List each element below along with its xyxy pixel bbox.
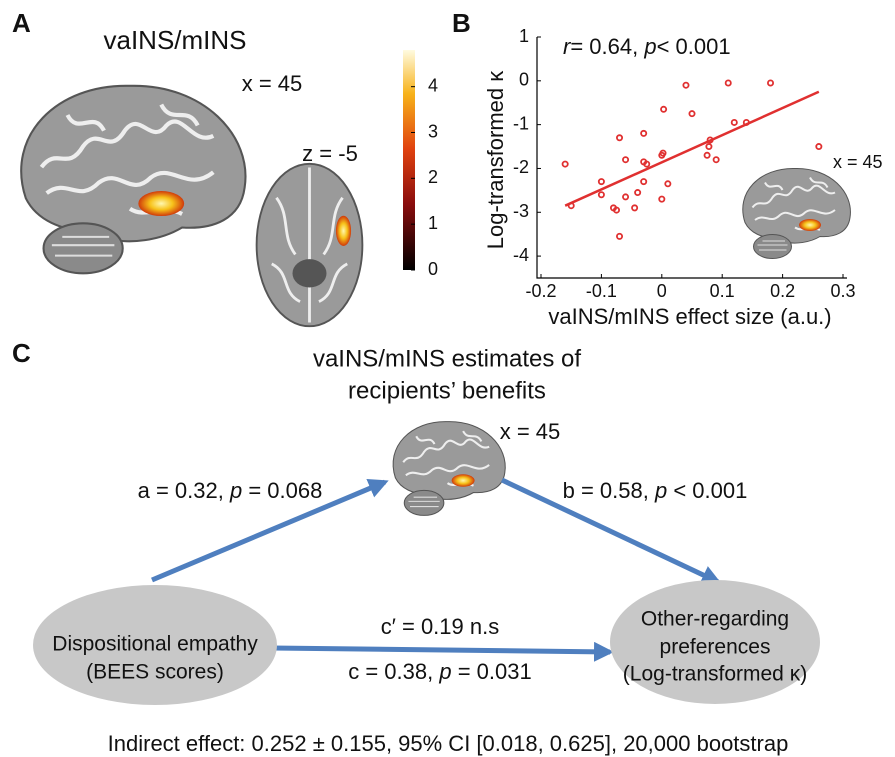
point — [597, 191, 605, 199]
point — [712, 156, 720, 164]
x-tick-label: -0.2 — [525, 281, 556, 301]
text-part: p — [438, 659, 451, 684]
x-axis-label: vaINS/mINS effect size (a.u.) — [548, 304, 831, 329]
text-part: c = 0.38, — [348, 659, 439, 684]
point — [724, 79, 732, 87]
point — [682, 81, 690, 89]
x-tick-label: 0.1 — [710, 281, 735, 301]
colorbar-tick-label: 2 — [428, 167, 438, 187]
slice-label: x = 45 — [833, 152, 883, 172]
y-tick-label: 0 — [519, 70, 529, 90]
colorbar-tick-label: 0 — [428, 259, 438, 279]
point — [616, 232, 624, 240]
text-part: r — [563, 34, 572, 59]
point — [730, 118, 738, 126]
brain-axial — [255, 162, 364, 328]
fit-line — [564, 90, 820, 207]
point — [706, 136, 714, 144]
slice-label: z = -5 — [302, 141, 358, 166]
mediator-title: vaINS/mINS estimates of — [313, 345, 581, 372]
colorbar-tick-label: 1 — [428, 213, 438, 233]
point — [634, 189, 642, 197]
node-label: (BEES scores) — [86, 661, 224, 684]
point — [767, 79, 775, 87]
point — [815, 143, 823, 151]
text-part: p — [654, 478, 667, 503]
point — [631, 204, 639, 212]
text-part: < 0.001 — [667, 478, 747, 503]
point — [659, 149, 667, 157]
brain-mediator — [392, 420, 507, 517]
path-arrow — [271, 641, 614, 662]
x-tick-label: 0.2 — [770, 281, 795, 301]
node-label: preferences — [660, 636, 771, 659]
y-tick-label: 1 — [519, 26, 529, 46]
text-part: = 0.031 — [452, 659, 532, 684]
brain-sagittal — [21, 86, 245, 274]
y-tick-label: -4 — [513, 245, 529, 265]
point — [561, 160, 569, 168]
slice-label: x = 45 — [500, 419, 561, 444]
x-tick-label: 0.3 — [830, 281, 855, 301]
point — [640, 178, 648, 186]
point — [622, 156, 630, 164]
x-tick-label: -0.1 — [586, 281, 617, 301]
text-part: a = 0.32, — [138, 478, 230, 503]
point — [640, 129, 648, 137]
node-label: (Log-transformed κ) — [623, 663, 807, 686]
node-label: Other-regarding — [641, 608, 789, 631]
point — [616, 134, 624, 142]
footer: Indirect effect: 0.252 ± 0.155, 95% CI [… — [108, 731, 789, 756]
point — [664, 180, 672, 188]
point — [567, 202, 575, 210]
panel-label: C — [12, 338, 31, 368]
scatter-plot: -4 -3 -2 -1 0 1 -0.2 -0.1 0 0.1 0.2 0.3 vaINS/mINS e… — [483, 26, 883, 329]
point — [703, 151, 711, 159]
point — [658, 195, 666, 203]
text-part: = 0.068 — [242, 478, 322, 503]
node — [33, 585, 277, 705]
point — [660, 105, 668, 113]
axis — [536, 37, 847, 279]
point — [597, 178, 605, 186]
path-label: c = 0.38, p = 0.031 — [348, 659, 532, 684]
annotation: r= 0.64, p< 0.001 — [563, 34, 731, 59]
text-part: < 0.001 — [657, 34, 731, 59]
path-label: b = 0.58, p < 0.001 — [563, 478, 748, 503]
y-tick-label: -2 — [513, 157, 529, 177]
point — [705, 143, 713, 151]
panel-title: vaINS/mINS — [103, 25, 246, 55]
point — [643, 160, 651, 168]
path-arrow — [151, 478, 389, 583]
y-tick-label: -1 — [513, 113, 529, 133]
panel-label: A — [12, 8, 31, 38]
text-part: p — [643, 34, 656, 59]
colorbar-scale — [403, 50, 415, 270]
node-label: Dispositional empathy — [52, 633, 258, 656]
x-tick-label: 0 — [657, 281, 667, 301]
colorbar: 0 1 2 3 4 — [403, 50, 438, 279]
text-part: = 0.64, — [570, 34, 644, 59]
mediator-title: recipients’ benefits — [348, 377, 546, 404]
brain-inset — [741, 167, 852, 260]
node — [610, 580, 820, 704]
y-axis-label: Log-transformed κ — [483, 70, 508, 250]
slice-label: x = 45 — [242, 71, 303, 96]
point — [742, 118, 750, 126]
text-part: b = 0.58, — [563, 478, 655, 503]
colorbar-tick-label: 3 — [428, 121, 438, 141]
colorbar-tick-label: 4 — [428, 75, 438, 95]
path-arrow — [500, 477, 722, 585]
point — [688, 110, 696, 118]
text-part: p — [229, 478, 242, 503]
panel-label: B — [452, 8, 471, 38]
point — [622, 193, 630, 201]
y-tick-label: -3 — [513, 201, 529, 221]
point — [613, 206, 621, 214]
path-label: a = 0.32, p = 0.068 — [138, 478, 323, 503]
path-label: c′ = 0.19 n.s — [381, 614, 499, 639]
